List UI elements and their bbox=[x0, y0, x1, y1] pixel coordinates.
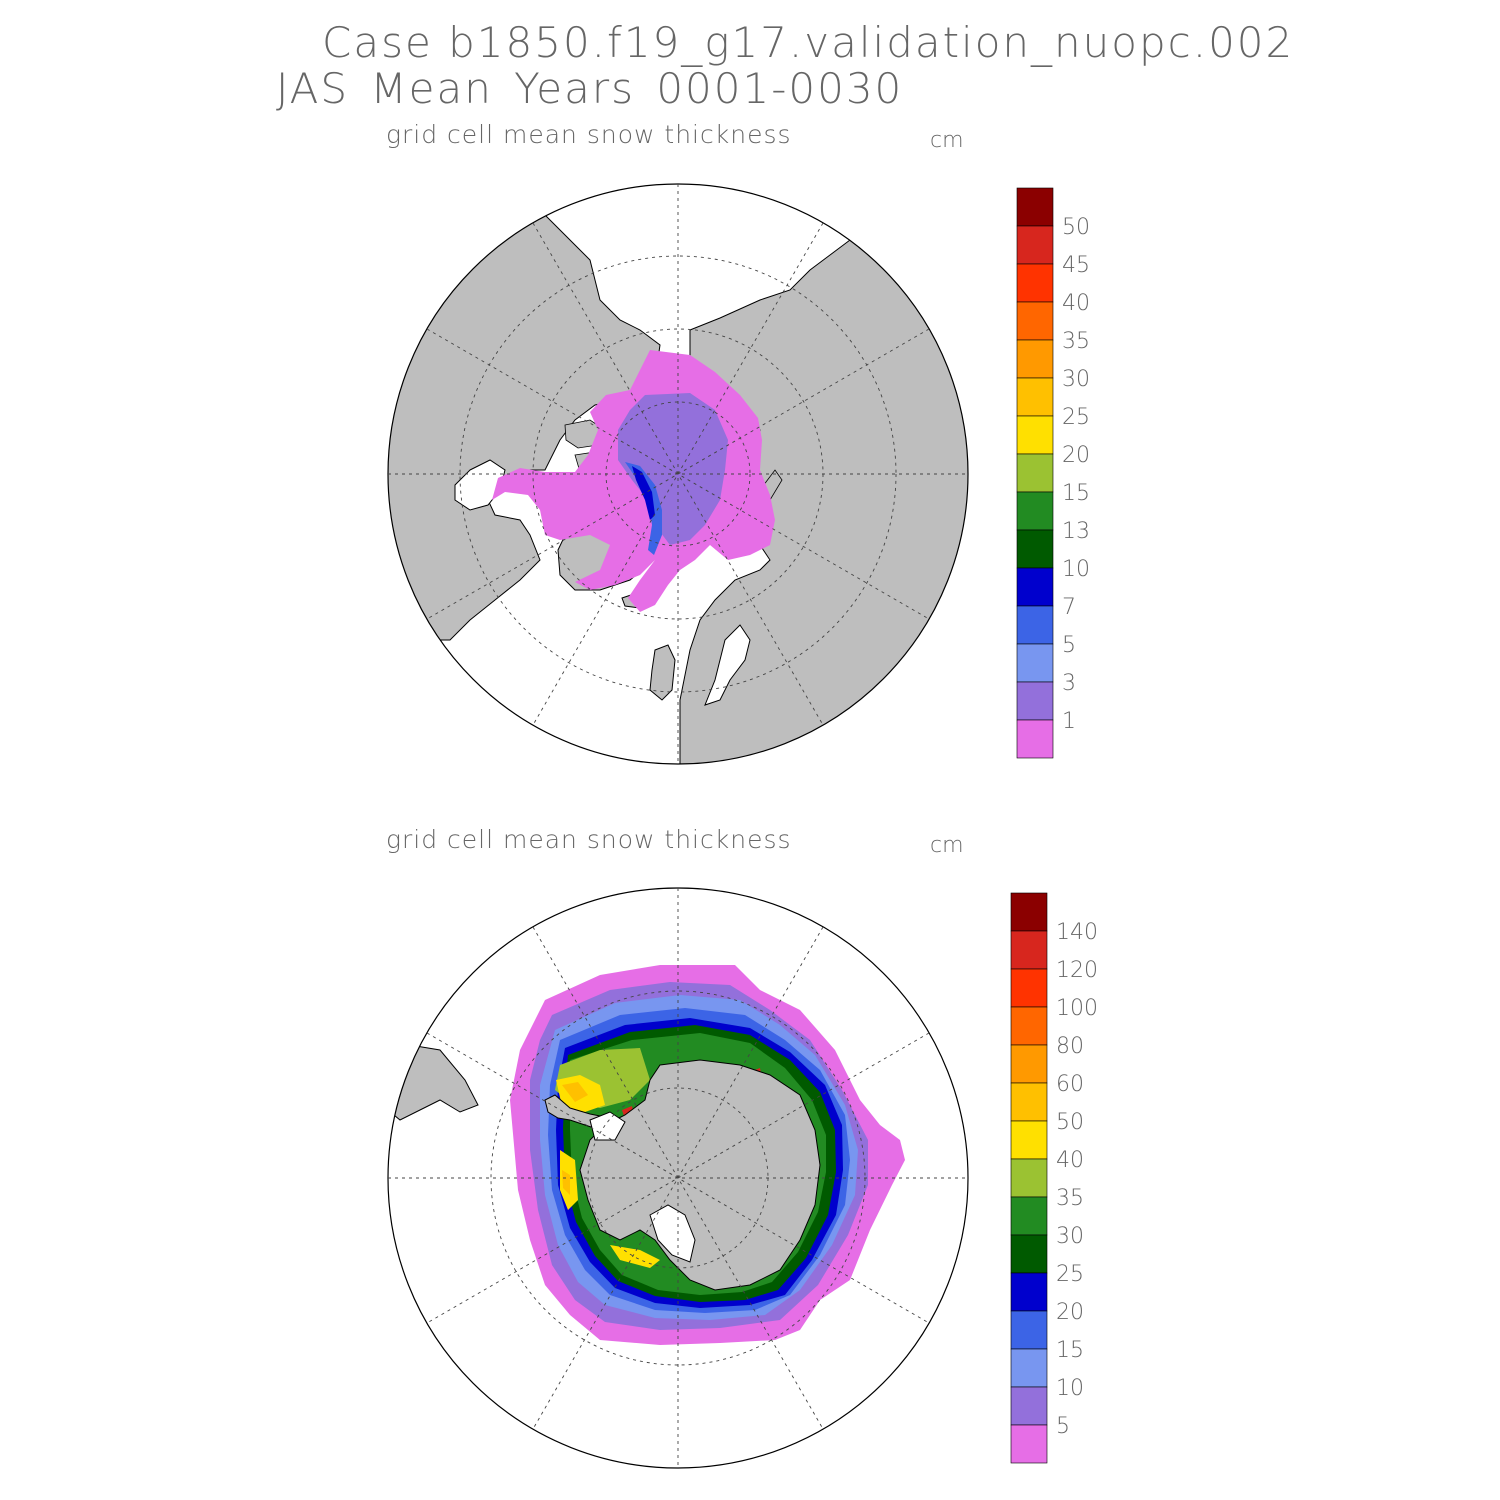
north-colorbar-tick-label: 10 bbox=[1062, 557, 1090, 582]
south-colorbar-tick-label: 35 bbox=[1056, 1186, 1084, 1211]
south-colorbar-segment bbox=[1010, 930, 1048, 970]
north-colorbar-segment bbox=[1016, 339, 1054, 379]
north-colorbar-segment bbox=[1016, 453, 1054, 493]
south-colorbar-segment bbox=[1010, 1120, 1048, 1160]
south-colorbar-segment bbox=[1010, 1386, 1048, 1426]
north-colorbar-tick-label: 5 bbox=[1062, 633, 1076, 658]
south-colorbar-segment bbox=[1010, 1044, 1048, 1084]
north-colorbar-tick-label: 35 bbox=[1062, 329, 1090, 354]
south-colorbar-segment bbox=[1010, 1158, 1048, 1198]
north-colorbar-segment bbox=[1016, 301, 1054, 341]
south-colorbar-tick-label: 80 bbox=[1056, 1034, 1084, 1059]
north-colorbar-tick-label: 20 bbox=[1062, 443, 1090, 468]
south-colorbar-tick-label: 10 bbox=[1056, 1376, 1084, 1401]
south-field-label: grid cell mean snow thickness bbox=[386, 825, 792, 854]
south-colorbar-tick-label: 5 bbox=[1056, 1414, 1070, 1439]
figure-title-case: Case b1850.f19_g17.validation_nuopc.002 bbox=[322, 18, 1295, 67]
north-colorbar-tick-label: 1 bbox=[1062, 709, 1076, 734]
north-units-label: cm bbox=[930, 128, 964, 153]
south-colorbar-tick-label: 15 bbox=[1056, 1338, 1084, 1363]
north-colorbar-tick-label: 3 bbox=[1062, 671, 1076, 696]
north-colorbar: 50 45 40 35 30 25 20 15 13 10 7 5 3 1 bbox=[1016, 187, 1090, 759]
south-ross-ice-shelf bbox=[649, 1204, 696, 1263]
north-polar-map bbox=[387, 183, 969, 765]
south-snow-40-50cm bbox=[556, 1075, 660, 1268]
north-colorbar-tick-label: 30 bbox=[1062, 367, 1090, 392]
north-colorbar-segment bbox=[1016, 681, 1054, 721]
north-colorbar-segment bbox=[1016, 415, 1054, 455]
north-sea-baltic bbox=[704, 624, 751, 706]
south-graticule bbox=[388, 888, 968, 1468]
north-snow-1-3cm bbox=[618, 393, 728, 545]
south-colorbar-segment bbox=[1010, 1006, 1048, 1046]
south-colorbar-segment bbox=[1010, 1082, 1048, 1122]
north-colorbar-segment bbox=[1016, 491, 1054, 531]
south-colorbar-tick-label: 40 bbox=[1056, 1148, 1084, 1173]
south-colorbar-tick-label: 25 bbox=[1056, 1262, 1084, 1287]
north-graticule bbox=[388, 184, 968, 764]
north-colorbar-segment bbox=[1016, 719, 1054, 759]
south-colorbar-segment bbox=[1010, 1310, 1048, 1350]
south-colorbar-segment bbox=[1010, 1272, 1048, 1312]
south-colorbar-tick-label: 30 bbox=[1056, 1224, 1084, 1249]
south-colorbar-segment bbox=[1010, 968, 1048, 1008]
south-ronne-ice-shelf bbox=[589, 1111, 626, 1141]
north-colorbar-tick-label: 40 bbox=[1062, 291, 1090, 316]
north-colorbar-tick-label: 15 bbox=[1062, 481, 1090, 506]
north-colorbar-segment bbox=[1016, 529, 1054, 569]
north-sea-hudson-bay bbox=[454, 459, 506, 511]
figure-title-period: JAS Mean Years 0001-0030 bbox=[276, 64, 904, 113]
north-colorbar-segment bbox=[1016, 643, 1054, 683]
north-colorbar-tick-label: 45 bbox=[1062, 253, 1090, 278]
north-colorbar-segment bbox=[1016, 263, 1054, 303]
north-colorbar-segment bbox=[1016, 377, 1054, 417]
north-colorbar-segment bbox=[1016, 187, 1054, 227]
north-land-british-isles bbox=[649, 644, 676, 701]
south-colorbar-segment bbox=[1010, 1234, 1048, 1274]
north-colorbar-segment bbox=[1016, 225, 1054, 265]
north-colorbar-tick-label: 7 bbox=[1062, 595, 1076, 620]
south-colorbar-tick-label: 100 bbox=[1056, 996, 1098, 1021]
north-colorbar-tick-label: 50 bbox=[1062, 215, 1090, 240]
south-colorbar-tick-label: 120 bbox=[1056, 958, 1098, 983]
north-snow-3-10cm bbox=[625, 462, 662, 555]
south-colorbar-tick-label: 140 bbox=[1056, 920, 1098, 945]
south-colorbar-segment bbox=[1010, 1424, 1048, 1464]
south-snow-50-60cm bbox=[562, 1082, 588, 1195]
north-colorbar-tick-label: 25 bbox=[1062, 405, 1090, 430]
north-field-label: grid cell mean snow thickness bbox=[386, 120, 792, 149]
south-colorbar-tick-label: 60 bbox=[1056, 1072, 1084, 1097]
south-colorbar: 140 120 100 80 60 50 40 35 30 25 20 15 10 5 bbox=[1010, 892, 1098, 1464]
north-snow-7-10cm bbox=[632, 466, 655, 520]
north-colorbar-tick-label: 13 bbox=[1062, 519, 1090, 544]
south-polar-map bbox=[387, 887, 969, 1469]
north-colorbar-segment bbox=[1016, 567, 1054, 607]
south-colorbar-segment bbox=[1010, 1348, 1048, 1388]
south-colorbar-tick-label: 50 bbox=[1056, 1110, 1084, 1135]
south-colorbar-segment bbox=[1010, 1196, 1048, 1236]
south-units-label: cm bbox=[930, 833, 964, 858]
south-colorbar-segment bbox=[1010, 892, 1048, 932]
north-colorbar-segment bbox=[1016, 605, 1054, 645]
south-colorbar-tick-label: 20 bbox=[1056, 1300, 1084, 1325]
